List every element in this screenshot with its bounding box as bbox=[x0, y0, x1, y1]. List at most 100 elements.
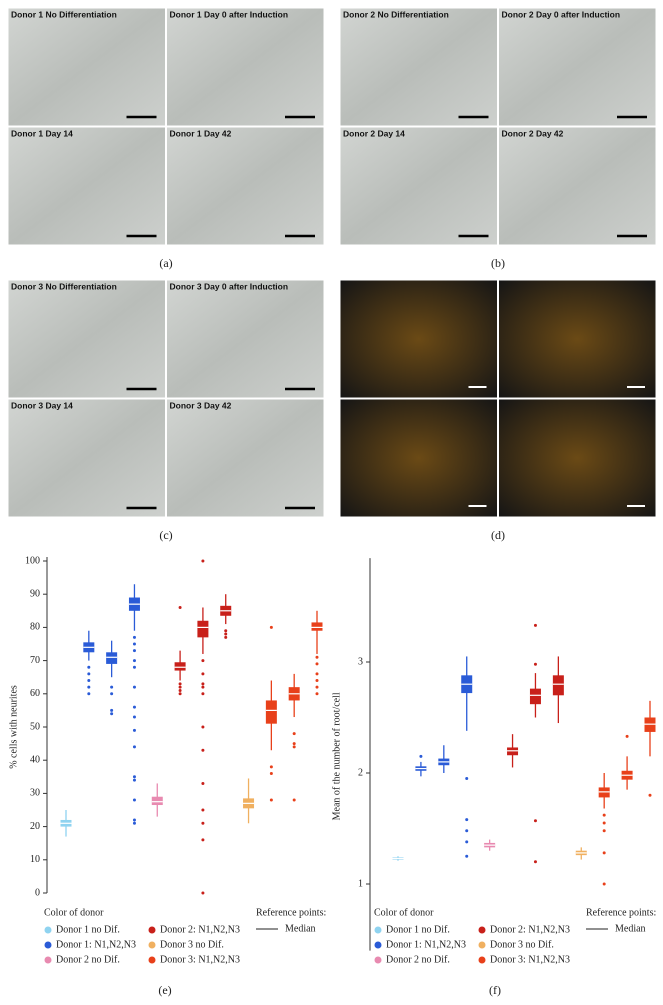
legend-label: Donor 3 no Dif. bbox=[160, 939, 224, 950]
y-tick-label: 2 bbox=[358, 767, 363, 778]
outlier bbox=[201, 682, 205, 686]
legend-swatch bbox=[374, 956, 382, 964]
y-tick-label: 10 bbox=[30, 854, 40, 865]
panel-label: (e) bbox=[158, 983, 171, 997]
image-label: Donor 2 Day 42 bbox=[502, 128, 564, 138]
legend-swatch bbox=[374, 941, 382, 949]
outlier bbox=[110, 685, 114, 689]
image-label: Donor 1 No Differentiation bbox=[11, 9, 117, 19]
image-label: Donor 2 Day 14 bbox=[343, 128, 405, 138]
box bbox=[311, 622, 323, 631]
outlier bbox=[201, 748, 205, 752]
outlier bbox=[132, 659, 136, 663]
outlier bbox=[178, 682, 182, 686]
outlier bbox=[201, 659, 205, 663]
image-label: Donor 2 Day 0 after Induction bbox=[502, 9, 621, 19]
y-tick-label: 40 bbox=[30, 754, 40, 765]
outlier bbox=[110, 708, 114, 712]
outlier bbox=[315, 672, 319, 676]
outlier bbox=[178, 605, 182, 609]
legend-label: Donor 3: N1,N2,N3 bbox=[490, 954, 570, 965]
outlier bbox=[602, 829, 606, 833]
reference-title: Reference points: bbox=[586, 907, 656, 918]
outlier bbox=[315, 692, 319, 696]
box bbox=[529, 688, 541, 705]
legend-swatch bbox=[374, 926, 382, 934]
legend-title: Color of donor bbox=[374, 907, 434, 918]
panel-label: (f) bbox=[489, 983, 501, 997]
micrograph bbox=[339, 398, 498, 518]
outlier bbox=[132, 642, 136, 646]
outlier bbox=[292, 732, 296, 736]
outlier bbox=[269, 771, 273, 775]
outlier bbox=[201, 725, 205, 729]
outlier bbox=[132, 775, 136, 779]
micrograph bbox=[339, 7, 498, 127]
image-label: Donor 2 No Differentiation bbox=[343, 9, 449, 19]
outlier bbox=[315, 685, 319, 689]
outlier bbox=[465, 818, 469, 822]
outlier bbox=[201, 821, 205, 825]
outlier bbox=[87, 665, 91, 669]
outlier bbox=[87, 692, 91, 696]
outlier bbox=[533, 819, 537, 823]
y-tick-label: 0 bbox=[35, 887, 40, 898]
reference-label: Median bbox=[615, 923, 646, 934]
outlier bbox=[132, 745, 136, 749]
image-label: Donor 1 Day 0 after Induction bbox=[170, 9, 289, 19]
y-tick-label: 90 bbox=[30, 588, 40, 599]
y-tick-label: 50 bbox=[30, 721, 40, 732]
panel-label: (a) bbox=[159, 256, 172, 270]
outlier bbox=[132, 665, 136, 669]
outlier bbox=[87, 685, 91, 689]
image-label: Donor 1 Day 14 bbox=[11, 128, 73, 138]
y-tick-label: 70 bbox=[30, 655, 40, 666]
micrograph bbox=[166, 279, 325, 399]
micrograph bbox=[7, 279, 166, 399]
outlier bbox=[201, 559, 205, 563]
outlier bbox=[132, 798, 136, 802]
box bbox=[174, 662, 186, 671]
outlier bbox=[87, 679, 91, 683]
outlier bbox=[315, 662, 319, 666]
outlier bbox=[465, 854, 469, 858]
outlier bbox=[648, 793, 652, 797]
panel-label: (c) bbox=[159, 528, 172, 542]
outlier bbox=[132, 635, 136, 639]
legend-swatch bbox=[478, 941, 486, 949]
y-tick-label: 20 bbox=[30, 821, 40, 832]
legend-swatch bbox=[478, 956, 486, 964]
outlier bbox=[178, 688, 182, 692]
legend-swatch bbox=[44, 941, 52, 949]
legend-label: Donor 1 no Dif. bbox=[386, 924, 450, 935]
outlier bbox=[602, 821, 606, 825]
outlier bbox=[292, 745, 296, 749]
box bbox=[151, 796, 163, 806]
panel-label: (b) bbox=[491, 256, 505, 270]
outlier bbox=[292, 742, 296, 746]
outlier bbox=[533, 860, 537, 864]
outlier bbox=[132, 705, 136, 709]
legend-label: Donor 2: N1,N2,N3 bbox=[490, 924, 570, 935]
legend-label: Donor 1 no Dif. bbox=[56, 924, 120, 935]
legend-label: Donor 3 no Dif. bbox=[490, 939, 554, 950]
outlier bbox=[201, 781, 205, 785]
outlier bbox=[132, 728, 136, 732]
box bbox=[265, 700, 277, 724]
outlier bbox=[419, 754, 423, 758]
legend-label: Donor 2 no Dif. bbox=[56, 954, 120, 965]
y-tick-label: 100 bbox=[25, 555, 40, 566]
micrograph bbox=[498, 126, 657, 246]
outlier bbox=[201, 891, 205, 895]
micrograph bbox=[166, 398, 325, 518]
legend-title: Color of donor bbox=[44, 907, 104, 918]
outlier bbox=[201, 672, 205, 676]
y-tick-label: 60 bbox=[30, 688, 40, 699]
outlier bbox=[178, 692, 182, 696]
micrograph bbox=[166, 126, 325, 246]
legend-swatch bbox=[44, 926, 52, 934]
outlier bbox=[315, 679, 319, 683]
image-label: Donor 3 Day 0 after Induction bbox=[170, 281, 289, 291]
outlier bbox=[602, 851, 606, 855]
image-label: Donor 3 No Differentiation bbox=[11, 281, 117, 291]
